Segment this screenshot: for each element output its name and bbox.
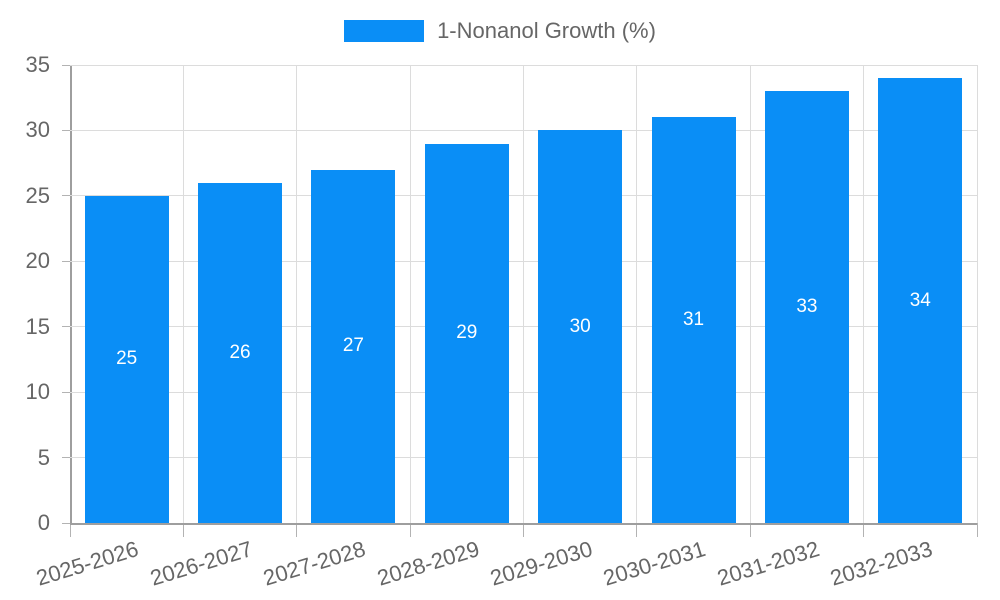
- bar[interactable]: [424, 143, 509, 523]
- x-axis-tick: [523, 523, 524, 537]
- horizontal-gridline: [70, 64, 977, 66]
- horizontal-gridline: [70, 260, 977, 262]
- x-tick-label: 2026-2027: [147, 536, 256, 591]
- bar[interactable]: [651, 117, 736, 523]
- horizontal-gridline: [70, 195, 977, 197]
- x-axis-tick: [749, 523, 751, 537]
- bar[interactable]: [764, 91, 849, 523]
- vertical-gridline: [182, 65, 184, 523]
- x-tick-label: 2025-2026: [33, 536, 142, 591]
- x-axis-tick: [69, 523, 71, 537]
- vertical-gridline: [636, 65, 638, 523]
- y-tick-label: 15: [25, 313, 50, 339]
- x-axis-tick: [182, 523, 184, 537]
- y-axis-tick: [62, 522, 70, 524]
- horizontal-gridline: [70, 326, 977, 328]
- y-tick-label: 35: [25, 52, 50, 77]
- x-tick-label: 2029-2030: [487, 536, 596, 591]
- y-axis-tick: [62, 129, 70, 131]
- y-tick-label: 30: [25, 117, 50, 143]
- y-tick-label: 5: [37, 444, 50, 470]
- x-axis-tick: [863, 523, 865, 537]
- y-axis-tick: [62, 195, 70, 197]
- y-tick-label: 10: [25, 379, 50, 405]
- horizontal-gridline: [70, 391, 977, 393]
- y-tick-label: 25: [25, 182, 50, 208]
- bar[interactable]: [84, 195, 169, 523]
- vertical-gridline: [523, 65, 524, 523]
- y-axis-tick: [62, 391, 70, 393]
- x-axis-tick: [976, 523, 978, 537]
- x-axis-tick: [636, 523, 638, 537]
- vertical-gridline: [749, 65, 751, 523]
- legend-swatch: [344, 20, 425, 42]
- x-tick-label: 2028-2029: [373, 536, 482, 591]
- y-axis-tick: [62, 260, 70, 262]
- y-axis-line: [69, 65, 72, 523]
- vertical-gridline: [976, 65, 978, 523]
- horizontal-gridline: [70, 457, 977, 459]
- y-axis-tick: [62, 64, 70, 66]
- bar[interactable]: [198, 182, 283, 523]
- x-axis-line: [70, 522, 977, 525]
- bar[interactable]: [538, 130, 623, 523]
- x-tick-label: 2027-2028: [260, 536, 369, 591]
- vertical-gridline: [409, 65, 411, 523]
- y-axis-tick: [62, 457, 70, 459]
- x-axis-tick: [409, 523, 411, 537]
- x-tick-label: 2032-2033: [827, 536, 936, 591]
- x-axis-tick: [296, 523, 298, 537]
- y-tick-label: 20: [25, 248, 50, 274]
- legend-item[interactable]: 1-Nonanol Growth (%): [0, 18, 1000, 44]
- y-tick-label: 0: [37, 510, 50, 535]
- legend-label: 1-Nonanol Growth (%): [437, 18, 656, 43]
- x-tick-label: 2030-2031: [600, 536, 709, 591]
- y-axis-tick: [62, 326, 70, 328]
- x-tick-label: 2031-2032: [714, 536, 822, 591]
- bar[interactable]: [878, 78, 963, 523]
- vertical-gridline: [296, 65, 298, 523]
- bar[interactable]: [311, 169, 396, 523]
- vertical-gridline: [863, 65, 865, 523]
- horizontal-gridline: [70, 129, 977, 131]
